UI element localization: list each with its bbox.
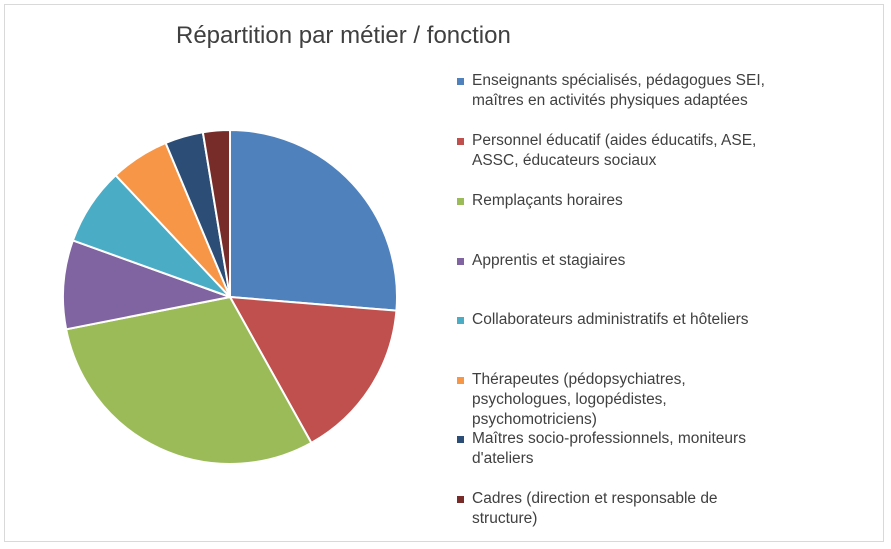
legend-swatch [457, 377, 464, 384]
legend-swatch [457, 317, 464, 324]
pie-slice-4 [62, 239, 234, 331]
legend-label: Maîtres socio-professionnels, moniteurs … [472, 430, 746, 467]
legend-item: Personnel éducatif (aides éducatifs, ASE… [457, 131, 797, 171]
legend-item: Apprentis et stagiaires [457, 251, 797, 271]
legend-label: Collaborateurs administratifs et hôtelie… [472, 311, 749, 328]
legend-swatch [457, 496, 464, 503]
legend-swatch [457, 78, 464, 85]
legend-swatch [457, 198, 464, 205]
legend-item: Cadres (direction et responsable de stru… [457, 489, 797, 529]
pie-slice-2 [228, 295, 398, 445]
legend-swatch [457, 258, 464, 265]
legend-label: Cadres (direction et responsable de stru… [472, 490, 718, 527]
legend-label: Apprentis et stagiaires [472, 252, 626, 269]
legend-item: Remplaçants horaires [457, 191, 797, 211]
legend-label: Remplaçants horaires [472, 192, 623, 209]
pie-slice-8 [201, 128, 231, 298]
legend-item: Collaborateurs administratifs et hôtelie… [457, 310, 797, 330]
legend-item: Maîtres socio-professionnels, moniteurs … [457, 429, 797, 469]
legend-label: Enseignants spécialisés, pédagogues SEI,… [472, 72, 765, 109]
chart-title: Répartition par métier / fonction [176, 22, 511, 49]
pie-slice-1 [229, 128, 398, 312]
legend-label: Personnel éducatif (aides éducatifs, ASE… [472, 132, 757, 169]
legend-swatch [457, 138, 464, 145]
legend-item: Enseignants spécialisés, pédagogues SEI,… [457, 71, 797, 111]
legend-swatch [457, 436, 464, 443]
legend-label: Thérapeutes (pédopsychiatres, psychologu… [472, 371, 686, 428]
legend-item: Thérapeutes (pédopsychiatres, psychologu… [457, 370, 797, 430]
pie-slice-3 [64, 295, 313, 465]
